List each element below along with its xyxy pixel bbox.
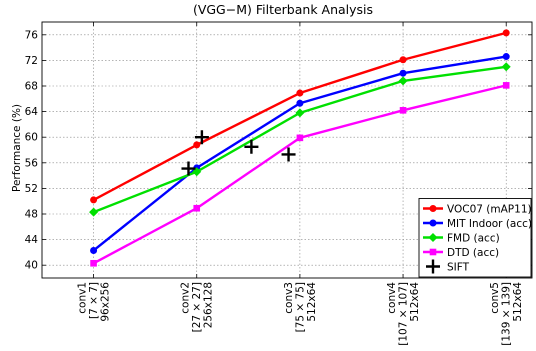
x-tick-label: 512x64 (512, 282, 524, 322)
sift-point (281, 147, 296, 162)
x-tick-label: conv5 (489, 282, 501, 314)
x-tick-label: 512x64 (409, 282, 421, 322)
x-tick-label: conv3 (283, 282, 295, 314)
x-tick-label: conv4 (386, 282, 398, 314)
chart-title: (VGG−M) Filterbank Analysis (193, 2, 373, 17)
series-point-0 (296, 89, 304, 97)
x-tick-label: [107 × 107] (398, 282, 410, 346)
legend-swatch-marker (429, 248, 437, 256)
legend-entry-label: SIFT (447, 261, 470, 273)
y-tick-label: 56 (25, 157, 39, 169)
series-point-3 (502, 82, 510, 89)
legend: VOC07 (mAP11) MIT Indoor (acc) FMD (acc) DT… (418, 198, 532, 278)
x-tick-label: [27 × 27] (191, 282, 203, 332)
series-point-3 (90, 259, 97, 267)
series-point-2 (89, 207, 99, 217)
series-point-0 (90, 196, 98, 204)
series-point-0 (502, 29, 510, 37)
series-point-2 (501, 62, 511, 72)
y-tick-label: 72 (25, 55, 38, 67)
y-tick-label: 44 (25, 234, 39, 246)
series-point-3 (399, 107, 407, 114)
x-tick-label: 512x64 (306, 282, 318, 322)
axes: 40 44 48 52 56 60 64 68 72 76 conv1 [7 × 7] 96x256 co… (25, 21, 533, 346)
y-tick-label: 68 (25, 81, 38, 93)
series-point-2 (192, 167, 202, 177)
x-tick-label: conv2 (180, 282, 192, 314)
legend-swatch-marker (428, 232, 438, 243)
series-point-1 (90, 246, 98, 254)
legend-entry-label: MIT Indoor (acc) (447, 218, 532, 230)
plot-frame (41, 21, 533, 279)
series-point-1 (296, 99, 304, 107)
legend-entry-label: FMD (acc) (447, 232, 500, 244)
legend-entry-label: DTD (acc) (447, 247, 499, 259)
y-tick-label: 40 (25, 260, 38, 272)
series-point-1 (502, 53, 510, 61)
series-point-0 (399, 56, 407, 64)
y-tick-label: 48 (25, 209, 38, 221)
legend-entry-label: VOC07 (mAP11) (447, 203, 532, 215)
y-tick-label: 76 (25, 29, 39, 41)
x-tick-label: [75 × 75] (294, 282, 306, 332)
y-tick-label: 52 (25, 183, 38, 195)
sift-markers (181, 130, 296, 176)
legend-swatch-marker (429, 205, 437, 212)
y-axis-label: Performance (%) (11, 104, 23, 192)
x-tick-label: [139 × 139] (501, 282, 513, 346)
x-tick-label: [7 × 7] (88, 282, 100, 319)
sift-point (244, 139, 259, 154)
sift-point (181, 161, 196, 176)
sift-point (194, 130, 209, 145)
series-point-0 (193, 141, 201, 149)
y-tick-label: 64 (25, 106, 39, 118)
x-tick-label: conv1 (77, 282, 89, 314)
legend-swatch-marker (426, 259, 440, 274)
series-point-3 (296, 134, 304, 142)
x-tick-label: 256x128 (203, 282, 215, 328)
y-tick-label: 60 (25, 132, 38, 144)
series-point-2 (398, 76, 408, 86)
legend-swatch-marker (429, 219, 437, 227)
series-layer (89, 29, 511, 267)
x-tick-label: 96x256 (100, 282, 112, 322)
series-point-3 (193, 204, 201, 212)
series-point-1 (399, 69, 407, 77)
series-point-2 (295, 108, 305, 118)
